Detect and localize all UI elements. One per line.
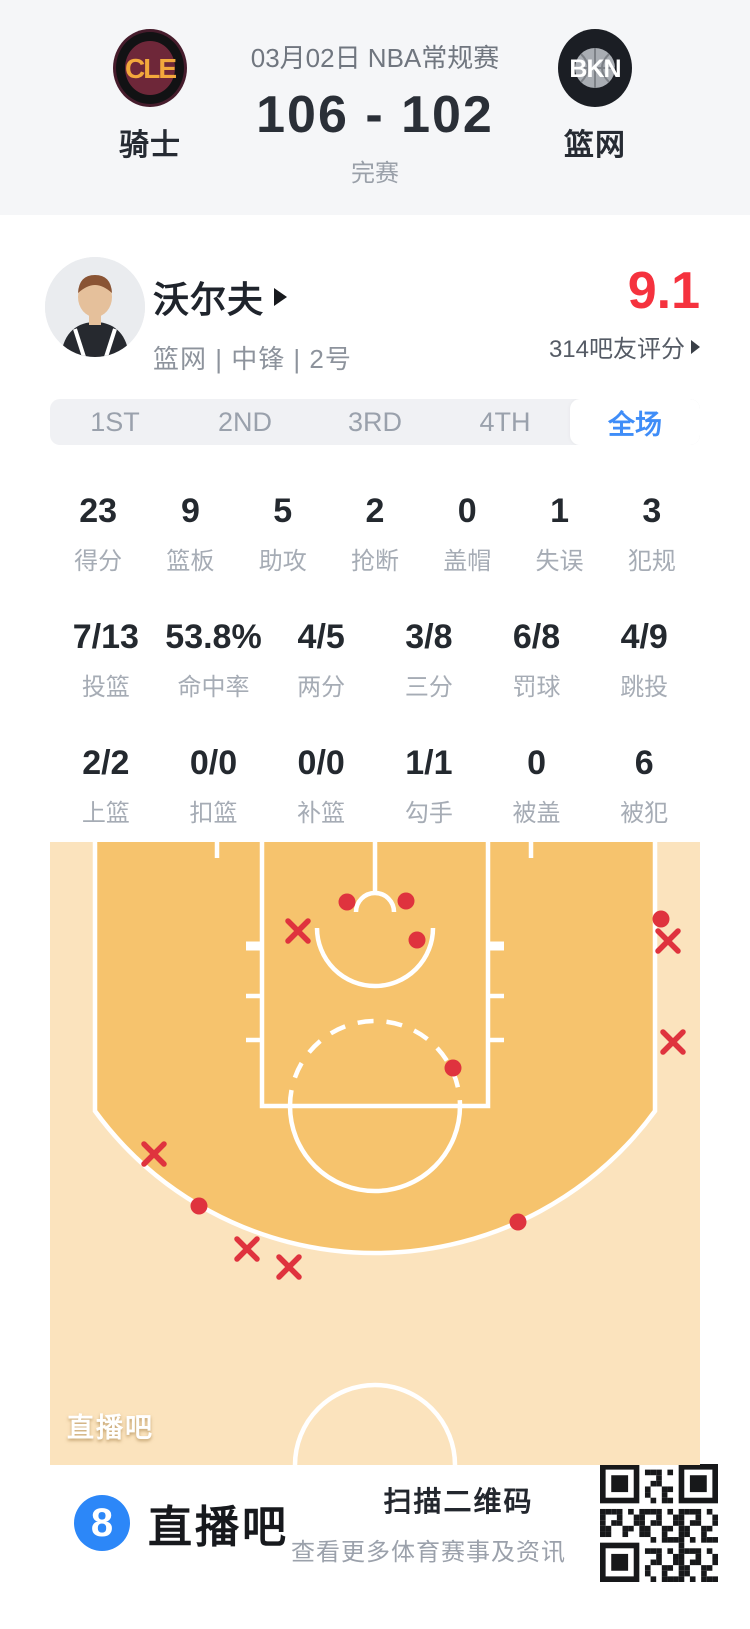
missed-shot-marker (234, 1236, 260, 1262)
tab-4th[interactable]: 4TH (440, 399, 570, 445)
bkn-logo-text: BKN (569, 55, 620, 83)
tab-1st[interactable]: 1ST (50, 399, 180, 445)
stat-2pt: 4/5 两分 (297, 618, 346, 701)
stat-fg-pct: 53.8% 命中率 (165, 618, 262, 701)
stat-turnovers: 1 失误 (535, 492, 584, 575)
made-shot-marker (444, 1059, 462, 1077)
court-watermark: 直播吧 (67, 1413, 154, 1443)
missed-shot-marker (141, 1141, 167, 1167)
brand-name: 直播吧 (148, 1503, 289, 1552)
qr-subtitle: 查看更多体育赛事及资讯 (291, 1538, 566, 1566)
rating-note: 314吧友评分 (549, 329, 700, 364)
stat-fouled: 6 被犯 (620, 744, 669, 827)
shot-markers (141, 892, 686, 1280)
player-avatar[interactable] (45, 257, 145, 357)
team-away[interactable]: BKN 篮网 (515, 28, 675, 164)
made-shot-marker (190, 1197, 208, 1215)
cle-logo-icon: CLE (113, 29, 187, 107)
rating-value: 9.1 (627, 262, 700, 320)
missed-shot-marker (285, 918, 311, 944)
stat-fg: 7/13 投篮 (72, 618, 139, 701)
caret-right-icon (274, 288, 288, 306)
qr-title: 扫描二维码 (383, 1485, 534, 1517)
match-center: 03月02日 NBA常规赛 106 - 102 完赛 (205, 0, 545, 188)
stat-blocked: 0 被盖 (512, 744, 561, 827)
made-shot-marker (338, 893, 356, 911)
match-score: 106 - 102 (256, 86, 494, 144)
cle-logo-text: CLE (125, 53, 176, 84)
made-shot-marker (652, 910, 670, 928)
made-shot-marker (509, 1213, 527, 1231)
zhibo8-badge-icon: 8 (74, 1495, 130, 1551)
player-photo (45, 257, 145, 357)
tab-2nd[interactable]: 2ND (180, 399, 310, 445)
court-svg (50, 842, 700, 1465)
stat-steals: 2 抢断 (350, 492, 399, 575)
stat-tipins: 0/0 补篮 (297, 744, 346, 827)
stats-section: 23 得分 9 篮板 5 助攻 2 抢断 0 盖帽 1 失误 3 犯规 7/13 投篮 53.8… (0, 445, 750, 828)
team-away-name: 篮网 (564, 129, 626, 162)
qr-caption: 扫描二维码 查看更多体育赛事及资讯 (291, 1480, 566, 1567)
stat-jumpshots: 4/9 跳投 (620, 618, 669, 701)
stat-ft: 6/8 罚球 (512, 618, 561, 701)
player-info: 沃尔夫 篮网 | 中锋 | 2号 (153, 257, 549, 376)
missed-shot-marker (276, 1254, 302, 1280)
stat-points: 23 得分 (74, 492, 123, 575)
stat-fouls: 3 犯规 (627, 492, 676, 575)
caret-right-small-icon (691, 339, 700, 354)
made-shot-marker (397, 892, 415, 910)
court-lines (92, 842, 658, 1465)
stats-row-2: 7/13 投篮 53.8% 命中率 4/5 两分 3/8 三分 6/8 罚球 4/9 跳投 (0, 618, 750, 702)
rating-note-text: 314吧友评分 (548, 336, 685, 363)
player-meta: 篮网 | 中锋 | 2号 (153, 344, 352, 374)
quarter-tabs: 1ST 2ND 3RD 4TH 全场 (50, 399, 700, 445)
stat-blocks: 0 盖帽 (443, 492, 492, 575)
bkn-logo-icon: BKN (558, 29, 632, 107)
match-header: CLE 骑士 03月02日 NBA常规赛 106 - 102 完赛 BKN 篮网 (0, 0, 750, 215)
tab-3rd[interactable]: 3RD (310, 399, 440, 445)
stat-layups: 2/2 上篮 (81, 744, 130, 827)
brand-logo: 8 直播吧 (74, 1491, 289, 1555)
player-name-row[interactable]: 沃尔夫 (153, 271, 549, 323)
stat-rebounds: 9 篮板 (166, 492, 215, 575)
stat-3pt: 3/8 三分 (404, 618, 453, 701)
player-name: 沃尔夫 (153, 279, 265, 320)
shot-chart: 直播吧 (50, 842, 700, 1465)
missed-shot-marker (660, 1029, 686, 1055)
player-section: 沃尔夫 篮网 | 中锋 | 2号 9.1 314吧友评分 (0, 215, 750, 399)
team-home-name: 骑士 (119, 129, 181, 162)
qr-code (600, 1464, 718, 1582)
stat-hooks: 1/1 勾手 (404, 744, 453, 827)
stats-row-1: 23 得分 9 篮板 5 助攻 2 抢断 0 盖帽 1 失误 3 犯规 (0, 492, 750, 576)
made-shot-marker (408, 931, 426, 949)
stats-row-3: 2/2 上篮 0/0 扣篮 0/0 补篮 1/1 勾手 0 被盖 6 被犯 (0, 744, 750, 828)
tab-full-game[interactable]: 全场 (570, 399, 700, 445)
rating-block[interactable]: 9.1 314吧友评分 (549, 257, 700, 364)
stat-assists: 5 助攻 (258, 492, 307, 575)
stat-dunks: 0/0 扣篮 (189, 744, 238, 827)
match-status: 完赛 (351, 160, 399, 187)
player-stats-card: 沃尔夫 篮网 | 中锋 | 2号 9.1 314吧友评分 1ST 2ND 3RD… (0, 215, 750, 1465)
match-date: 03月02日 NBA常规赛 (250, 43, 500, 73)
team-home[interactable]: CLE 骑士 (70, 28, 230, 164)
missed-shot-marker (655, 928, 681, 954)
